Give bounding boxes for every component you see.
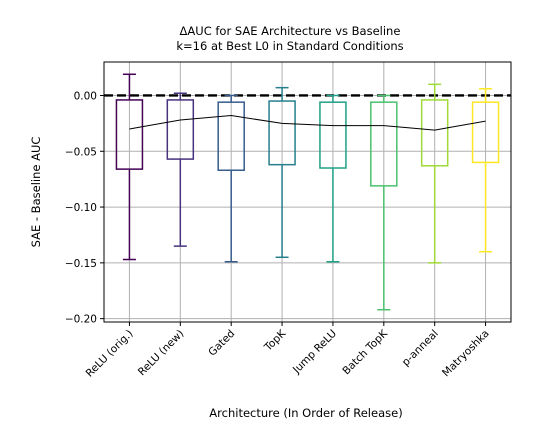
box-iqr [217,101,245,171]
chart-subtitle: k=16 at Best L0 in Standard Conditions [176,39,403,53]
x-tick-label: Gated [206,328,237,359]
x-axis: ReLU (orig.) ReLU (new) Gated TopK Jump ReLU… [84,322,492,380]
box-iqr [268,100,296,166]
x-tick-label: Jump ReLU [290,328,339,377]
box-4 [268,86,296,259]
x-axis-label: Architecture (In Order of Release) [209,406,402,420]
box-5 [319,94,347,263]
median-polyline [129,115,486,131]
box-iqr [115,99,144,170]
box-2 [166,92,195,247]
y-tick-label: −0.20 [65,314,97,326]
box-1 [115,73,144,261]
x-tick-label: Matryoshka [440,328,492,380]
median-trend-line [129,115,486,131]
boxes [115,73,500,311]
plot-area-frame [103,61,512,323]
x-tick-label: TopK [262,327,289,354]
box-7 [420,83,449,264]
y-tick-label: −0.10 [65,202,97,214]
x-tick-label: p-anneal [400,328,441,369]
grid-lines [104,62,511,322]
box-iqr [420,99,449,167]
x-tick-label: ReLU (new) [136,328,187,379]
box-3 [217,94,245,263]
box-8 [471,88,500,253]
y-axis: 0.00 −0.05 −0.10 −0.15 −0.20 [65,90,104,326]
box-6 [370,94,398,311]
box-iqr [319,101,347,169]
chart-title: ΔAUC for SAE Architecture vs Baseline [180,24,401,38]
box-iqr [471,101,500,164]
x-tick-label: ReLU (orig.) [84,328,136,380]
y-axis-label: SAE - Baseline AUC [29,137,43,248]
box-iqr [166,99,195,160]
y-tick-label: 0.00 [74,90,97,102]
y-tick-label: −0.05 [65,146,97,158]
y-tick-label: −0.15 [65,258,97,270]
box-iqr [370,101,398,187]
x-tick-label: Batch TopK [340,327,390,377]
